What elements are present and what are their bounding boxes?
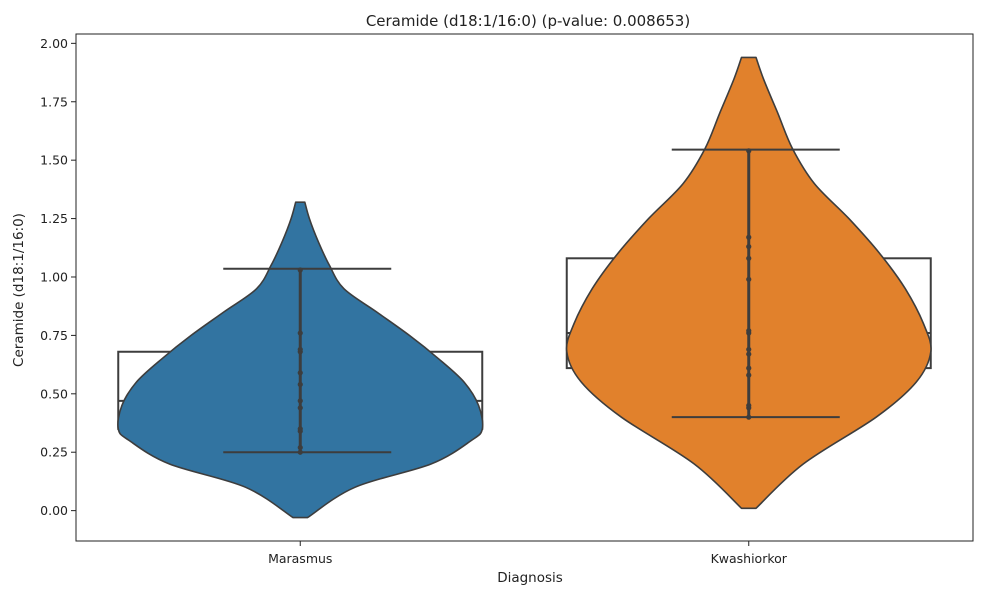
data-point-marasmus <box>297 346 303 353</box>
data-point-marasmus <box>297 426 303 432</box>
data-point-marasmus <box>297 398 303 404</box>
data-point-kwashiorkor <box>746 244 752 250</box>
y-tick-label: 1.50 <box>40 153 68 168</box>
y-tick-label: 2.00 <box>40 36 68 51</box>
x-tick-label: Marasmus <box>268 551 332 566</box>
data-point-kwashiorkor <box>746 234 752 240</box>
data-point-marasmus <box>297 444 303 451</box>
data-point-kwashiorkor <box>746 148 752 154</box>
chart-title: Ceramide (d18:1/16:0) (p-value: 0.008653… <box>366 12 690 30</box>
data-point-marasmus <box>297 330 303 336</box>
y-tick-label: 0.00 <box>40 503 68 518</box>
y-axis-title: Ceramide (d18:1/16:0) <box>11 213 27 367</box>
y-tick-label: 1.00 <box>40 269 68 284</box>
data-point-kwashiorkor <box>746 351 752 357</box>
y-tick-label: 0.75 <box>40 328 68 343</box>
data-point-kwashiorkor <box>746 372 752 378</box>
data-point-marasmus <box>297 405 303 411</box>
plot-frame <box>75 33 974 542</box>
data-point-kwashiorkor <box>746 276 752 282</box>
x-axis-title: Diagnosis <box>497 570 563 586</box>
y-tick-label: 1.75 <box>40 94 68 109</box>
y-tick-label: 0.25 <box>40 445 68 460</box>
data-point-marasmus <box>297 370 303 376</box>
data-point-kwashiorkor <box>746 346 752 353</box>
y-tick-label: 0.50 <box>40 386 68 401</box>
y-tick-label: 1.25 <box>40 211 68 226</box>
x-tick-label: Kwashiorkor <box>711 551 788 566</box>
data-point-kwashiorkor <box>746 414 752 420</box>
data-point-marasmus <box>297 267 303 273</box>
data-point-marasmus <box>297 449 303 455</box>
data-point-kwashiorkor <box>746 365 752 371</box>
data-point-kwashiorkor <box>746 402 752 409</box>
data-point-kwashiorkor <box>746 255 752 261</box>
plot-area <box>117 56 932 519</box>
data-point-marasmus <box>297 381 303 388</box>
data-point-kwashiorkor <box>746 328 752 334</box>
